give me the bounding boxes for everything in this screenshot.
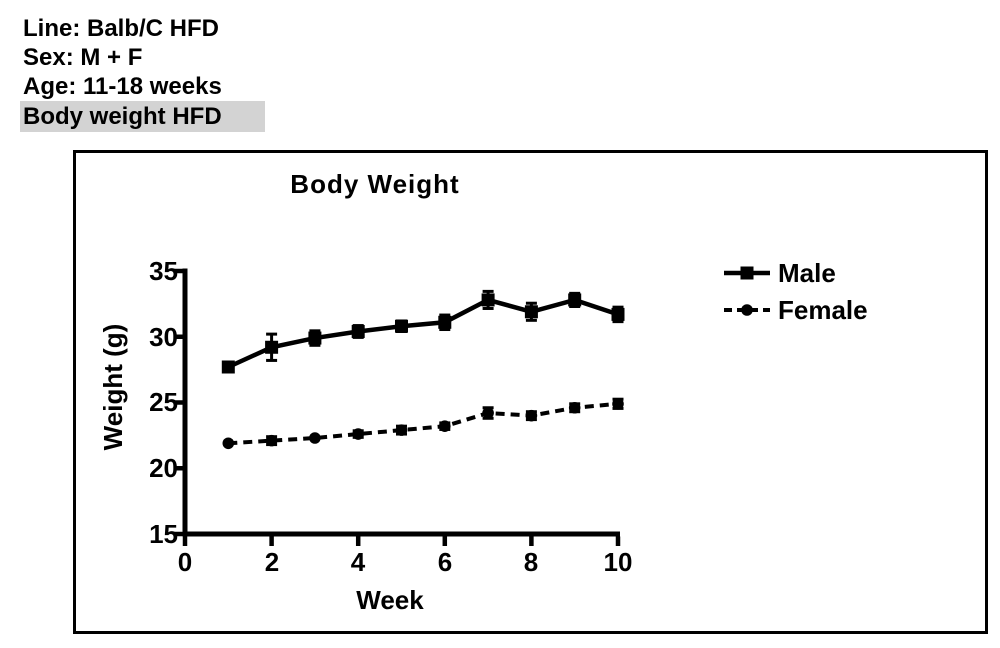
x-axis-tick-label: 8 bbox=[523, 547, 539, 577]
y-axis-tick-label: 30 bbox=[149, 322, 178, 352]
y-axis-tick-label: 20 bbox=[149, 453, 178, 483]
female-data-marker bbox=[309, 432, 321, 444]
female-data-marker bbox=[525, 409, 538, 422]
header-line-dataset: Body weight HFD bbox=[20, 101, 265, 132]
male-data-marker bbox=[221, 360, 235, 374]
header-line-strain: Line: Balb/C HFD bbox=[23, 15, 219, 42]
female-legend-glyph bbox=[741, 304, 753, 316]
x-axis-tick-label: 2 bbox=[264, 547, 280, 577]
male-data-marker bbox=[524, 305, 538, 319]
female-data-marker bbox=[395, 424, 408, 436]
male-data-marker bbox=[611, 307, 625, 321]
header-line-sex: Sex: M + F bbox=[23, 44, 143, 71]
male-data-marker bbox=[308, 331, 322, 345]
male-data-marker bbox=[265, 340, 279, 354]
y-axis-tick-label: 35 bbox=[149, 256, 178, 286]
legend: Male Female bbox=[723, 258, 868, 332]
chart-panel bbox=[73, 150, 988, 634]
x-axis-tick-label: 0 bbox=[177, 547, 193, 577]
legend-item-female: Female bbox=[723, 295, 868, 325]
header-line-age: Age: 11-18 weeks bbox=[23, 73, 222, 100]
female-data-marker bbox=[482, 407, 494, 419]
female-series-line bbox=[228, 401, 619, 446]
female-data-marker bbox=[612, 398, 624, 410]
y-axis-tick-label: 25 bbox=[149, 387, 178, 417]
male-legend-glyph bbox=[740, 266, 754, 280]
male-data-marker bbox=[351, 324, 365, 338]
female-data-marker bbox=[439, 420, 451, 432]
male-data-marker bbox=[438, 315, 452, 329]
y-axis-tick-label: 15 bbox=[149, 519, 178, 549]
female-data-marker bbox=[265, 434, 278, 447]
y-axis-label: Weight (g) bbox=[98, 323, 128, 451]
dataset-highlight: Body weight HFD bbox=[20, 101, 265, 132]
x-axis-tick-label: 10 bbox=[603, 547, 633, 577]
x-axis-tick-label: 6 bbox=[437, 547, 453, 577]
male-data-marker bbox=[395, 319, 408, 333]
x-axis-label: Week bbox=[356, 585, 424, 615]
male-series-line bbox=[227, 297, 619, 370]
male-data-marker bbox=[481, 293, 495, 307]
legend-item-male: Male bbox=[723, 258, 868, 288]
male-series-sample-icon bbox=[724, 266, 770, 280]
x-axis-tick-label: 4 bbox=[350, 547, 366, 577]
chart-title: Body Weight bbox=[290, 169, 460, 199]
male-data-marker bbox=[568, 293, 582, 307]
legend-label-male: Male bbox=[778, 257, 836, 288]
female-data-marker bbox=[222, 437, 235, 450]
legend-label-female: Female bbox=[778, 294, 868, 325]
female-data-marker bbox=[352, 428, 365, 440]
header: Line: Balb/C HFD Sex: M + F Age: 11-18 w… bbox=[20, 14, 265, 132]
female-series-sample-icon bbox=[724, 304, 770, 316]
female-data-marker bbox=[568, 401, 581, 414]
